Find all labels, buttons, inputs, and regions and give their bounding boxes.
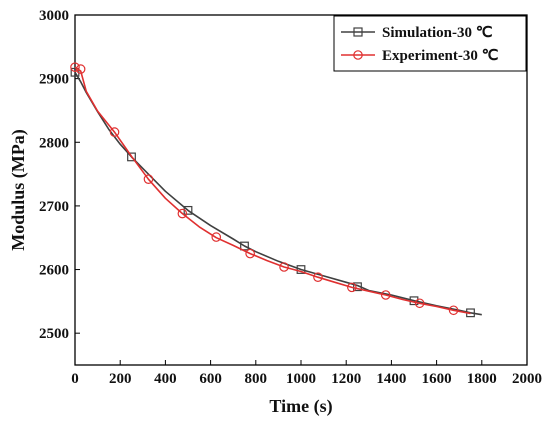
data-point [109, 127, 120, 137]
series-experiment [70, 62, 471, 316]
data-point [127, 152, 136, 162]
legend-label-simulation: Simulation-30 ℃ [382, 25, 493, 41]
x-tick-label: 1200 [331, 371, 361, 387]
legend-label-experiment: Experiment-30 ℃ [382, 48, 499, 64]
legend-box [333, 15, 527, 72]
x-tick-label: 600 [199, 371, 222, 387]
x-axis: 0 200 400 600 800 1000 1200 1400 1600 1800 2000 [71, 360, 542, 387]
legend-marker-experiment [353, 50, 363, 60]
y-axis: 2500 2600 2700 2800 2900 3000 [39, 8, 80, 342]
x-tick-label: 0 [71, 371, 79, 387]
y-tick-label: 2600 [39, 263, 69, 279]
legend: Simulation-30 ℃ Experiment-30 ℃ [333, 15, 527, 72]
y-axis-title: Modulus (MPa) [8, 129, 29, 251]
series-layer [70, 62, 482, 318]
data-point [279, 262, 289, 272]
data-point [75, 64, 86, 74]
y-tick-label: 2900 [39, 72, 69, 88]
data-point [211, 232, 222, 242]
data-point [70, 67, 80, 77]
x-tick-label: 400 [154, 371, 177, 387]
data-point [296, 265, 306, 274]
data-point [380, 290, 391, 300]
data-point [313, 272, 323, 282]
y-tick-label: 3000 [39, 8, 69, 24]
x-tick-label: 1800 [467, 371, 497, 387]
legend-marker-simulation [353, 27, 363, 37]
data-point [183, 205, 193, 215]
x-tick-label: 1400 [376, 371, 406, 387]
series-line [74, 66, 471, 315]
x-tick-label: 800 [245, 371, 268, 387]
data-point [177, 208, 188, 219]
y-tick-label: 2800 [39, 135, 69, 151]
data-point [143, 174, 154, 184]
y-tick-label: 2700 [39, 199, 69, 215]
data-point [347, 282, 357, 293]
series-simulation [70, 67, 482, 318]
data-point [414, 298, 425, 309]
x-tick-label: 1000 [286, 371, 316, 387]
x-axis-title: Time (s) [269, 396, 332, 417]
data-point [353, 282, 362, 292]
x-tick-label: 200 [109, 371, 132, 387]
x-tick-label: 1600 [422, 371, 452, 387]
x-tick-label: 2000 [512, 371, 542, 387]
data-point [70, 62, 80, 72]
data-point [240, 241, 249, 251]
data-point [245, 248, 255, 259]
data-point [448, 305, 459, 316]
y-tick-label: 2500 [39, 326, 69, 342]
series-line [74, 71, 482, 316]
